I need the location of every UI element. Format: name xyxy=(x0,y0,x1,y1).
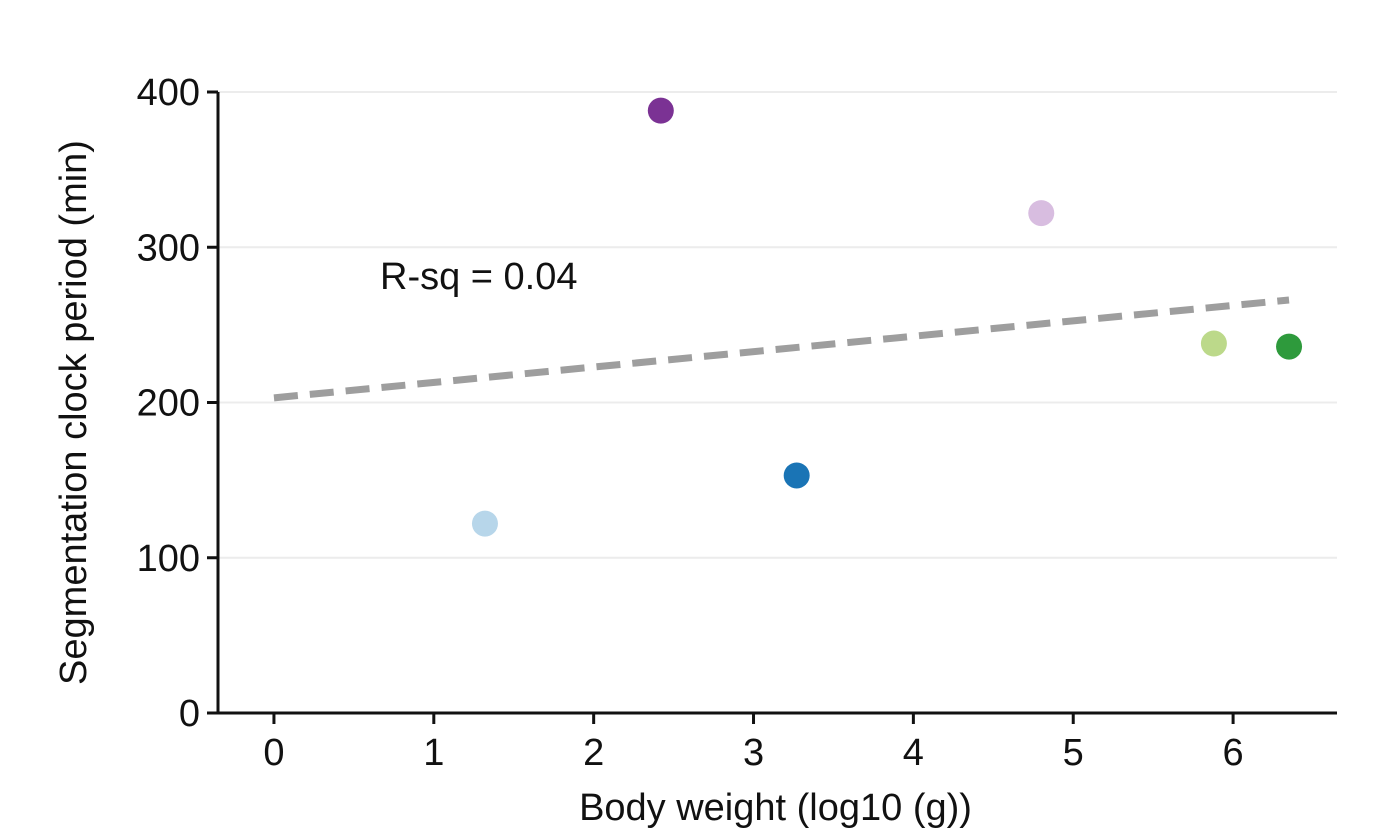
data-point-1 xyxy=(471,510,498,537)
x-tick-label-2: 2 xyxy=(583,732,604,774)
x-tick-label-6: 6 xyxy=(1223,732,1244,774)
x-tick-label-1: 1 xyxy=(423,732,444,774)
x-tick-label-5: 5 xyxy=(1063,732,1084,774)
y-tick-label-0: 0 xyxy=(179,693,200,735)
trendline-layer xyxy=(273,296,1290,402)
x-tick-label-4: 4 xyxy=(903,732,924,774)
data-point-4 xyxy=(1028,200,1055,227)
trendline xyxy=(273,296,1290,402)
x-tick-label-0: 0 xyxy=(263,732,284,774)
data-points xyxy=(471,97,1303,537)
data-point-5 xyxy=(1200,330,1227,357)
y-tick-label-400: 400 xyxy=(137,72,200,114)
grid-lines xyxy=(218,91,1337,559)
data-point-6 xyxy=(1276,333,1303,360)
x-axis-title: Body weight (log10 (g)) xyxy=(579,787,972,829)
y-tick-label-300: 300 xyxy=(137,227,200,269)
y-tick-label-200: 200 xyxy=(137,383,200,425)
data-point-2 xyxy=(647,97,674,124)
y-axis-title: Segmentation clock period (min) xyxy=(53,140,95,685)
r-squared-annotation: R-sq = 0.04 xyxy=(380,256,578,298)
tick-labels: 0 100 200 300 400 0 1 2 3 4 5 6 xyxy=(137,72,1244,774)
y-tick-label-100: 100 xyxy=(137,538,200,580)
x-tick-label-3: 3 xyxy=(743,732,764,774)
data-point-3 xyxy=(783,462,810,489)
tick-marks xyxy=(207,90,1235,724)
